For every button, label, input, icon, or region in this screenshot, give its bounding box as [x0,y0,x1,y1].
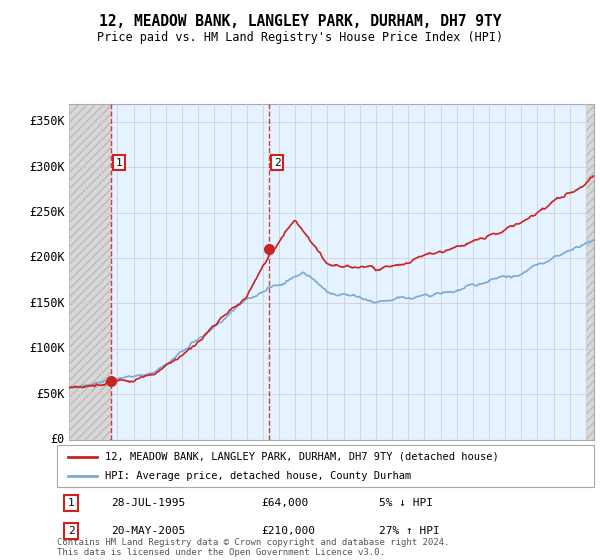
Text: 2002: 2002 [214,444,223,465]
Text: 2: 2 [68,526,74,536]
Text: 2021: 2021 [521,444,530,465]
Text: 1995: 1995 [101,444,110,465]
Text: £150K: £150K [29,297,65,310]
Text: 2007: 2007 [295,444,304,465]
Text: Price paid vs. HM Land Registry's House Price Index (HPI): Price paid vs. HM Land Registry's House … [97,31,503,44]
Text: Contains HM Land Registry data © Crown copyright and database right 2024.
This d: Contains HM Land Registry data © Crown c… [57,538,449,557]
Text: £0: £0 [50,433,65,446]
Text: 2025: 2025 [586,444,595,465]
Text: 2006: 2006 [279,444,288,465]
Text: £50K: £50K [36,388,65,401]
Text: 2018: 2018 [473,444,482,465]
Text: 2015: 2015 [424,444,433,465]
Text: 2010: 2010 [344,444,353,465]
Text: 1994: 1994 [85,444,94,465]
Text: 1997: 1997 [134,444,143,465]
Text: 2014: 2014 [408,444,417,465]
Text: 5% ↓ HPI: 5% ↓ HPI [379,498,433,508]
Text: 12, MEADOW BANK, LANGLEY PARK, DURHAM, DH7 9TY (detached house): 12, MEADOW BANK, LANGLEY PARK, DURHAM, D… [106,451,499,461]
Text: 2024: 2024 [570,444,579,465]
Text: 2022: 2022 [538,444,547,465]
Text: 27% ↑ HPI: 27% ↑ HPI [379,526,440,536]
Text: 2016: 2016 [440,444,449,465]
Bar [69,104,110,440]
Text: 20-MAY-2005: 20-MAY-2005 [111,526,185,536]
Text: 1998: 1998 [150,444,159,465]
Text: 2008: 2008 [311,444,320,465]
Text: £300K: £300K [29,161,65,174]
Text: 2005: 2005 [263,444,272,465]
Text: £350K: £350K [29,115,65,128]
Text: 2013: 2013 [392,444,401,465]
Text: 12, MEADOW BANK, LANGLEY PARK, DURHAM, DH7 9TY: 12, MEADOW BANK, LANGLEY PARK, DURHAM, D… [99,14,501,29]
Text: 2019: 2019 [489,444,498,465]
Text: £200K: £200K [29,251,65,264]
Text: 2000: 2000 [182,444,191,465]
Text: 2001: 2001 [198,444,207,465]
Text: 2017: 2017 [457,444,466,465]
Text: 2020: 2020 [505,444,514,465]
Text: £100K: £100K [29,342,65,355]
Text: 28-JUL-1995: 28-JUL-1995 [111,498,185,508]
Text: 1996: 1996 [118,444,127,465]
Text: £64,000: £64,000 [261,498,308,508]
Text: 1999: 1999 [166,444,175,465]
Bar [69,104,110,440]
Text: 1: 1 [68,498,74,508]
Text: 2009: 2009 [328,444,337,465]
Text: 2012: 2012 [376,444,385,465]
Text: 1993: 1993 [69,444,78,465]
Text: 1: 1 [115,157,122,167]
Text: 2: 2 [274,157,281,167]
Text: HPI: Average price, detached house, County Durham: HPI: Average price, detached house, Coun… [106,471,412,481]
Bar [110,104,586,440]
Bar [586,104,594,440]
Bar [586,104,594,440]
Text: 2023: 2023 [554,444,563,465]
Text: £210,000: £210,000 [261,526,315,536]
Text: 2011: 2011 [360,444,369,465]
Text: £250K: £250K [29,206,65,219]
Text: 2004: 2004 [247,444,256,465]
Text: 2003: 2003 [230,444,239,465]
